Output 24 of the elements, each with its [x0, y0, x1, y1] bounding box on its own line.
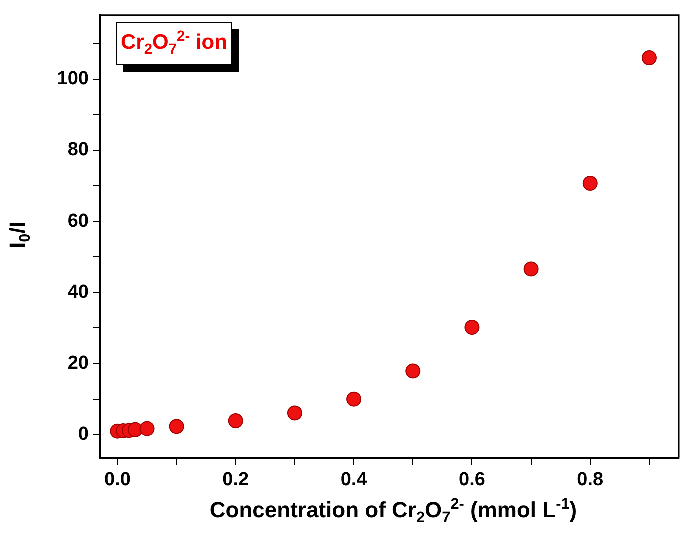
x-axis-title: Concentration of Cr$_{2}$O$_{7}$$^{2-}$ (mmol L$^{-1}$) [208, 496, 578, 528]
point [642, 50, 657, 66]
x-tick-label: 0.4 [340, 470, 368, 491]
point [346, 392, 362, 407]
point [524, 262, 539, 277]
point [406, 364, 421, 379]
y-tick-label: 0 [78, 424, 89, 446]
y-tick-label: 40 [68, 282, 89, 303]
y-tick-label: 60 [68, 210, 89, 232]
point [228, 414, 244, 429]
x-tick-label: 0.6 [459, 470, 486, 491]
annotation: Cr$_{2}$O$_{7}$$^{2-}$ ion [116, 22, 232, 66]
y-tick-label: 80 [68, 140, 89, 161]
y-tick-label: 100 [57, 68, 89, 90]
point [287, 406, 302, 421]
point [169, 419, 184, 434]
point [582, 176, 598, 192]
point [464, 320, 480, 336]
point [128, 422, 143, 438]
x-tick-label: 0.8 [577, 470, 604, 491]
x-tick-label: 0.0 [104, 470, 131, 491]
point [140, 421, 155, 436]
x-tick-label: 0.2 [222, 470, 250, 491]
y-tick-label: 20 [68, 353, 89, 374]
